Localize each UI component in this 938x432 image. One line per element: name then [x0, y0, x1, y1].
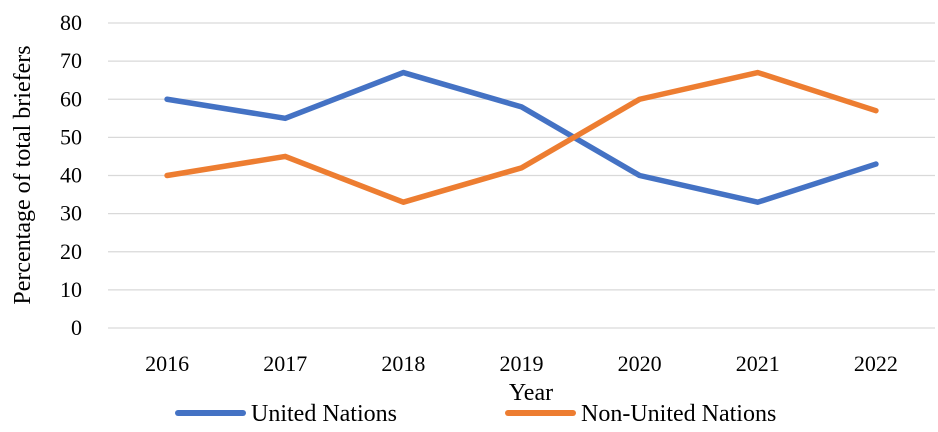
- x-axis-ticks: 2016 2017 2018 2019 2020 2021 2022: [145, 351, 898, 376]
- x-tick-label: 2017: [263, 351, 307, 376]
- y-axis-title: Percentage of total briefers: [10, 45, 36, 304]
- y-tick-label: 60: [60, 86, 82, 111]
- y-tick-label: 70: [60, 48, 82, 73]
- y-tick-label: 50: [60, 124, 82, 149]
- y-tick-label: 40: [60, 163, 82, 188]
- y-tick-label: 10: [60, 277, 82, 302]
- y-tick-label: 30: [60, 201, 82, 226]
- legend-label-non-united-nations: Non-United Nations: [581, 401, 776, 427]
- x-tick-label: 2016: [145, 351, 189, 376]
- x-tick-label: 2020: [618, 351, 662, 376]
- legend: United Nations Non-United Nations: [175, 401, 776, 427]
- y-tick-label: 20: [60, 239, 82, 264]
- series-line-non-united-nations: [164, 69, 879, 205]
- x-tick-label: 2022: [854, 351, 898, 376]
- x-tick-label: 2019: [500, 351, 544, 376]
- gridlines: [108, 22, 935, 329]
- y-tick-label: 80: [60, 10, 82, 35]
- x-tick-label: 2021: [736, 351, 780, 376]
- legend-label-united-nations: United Nations: [251, 401, 397, 427]
- x-axis-title: Year: [509, 380, 553, 406]
- y-tick-label: 0: [71, 315, 82, 340]
- y-axis-ticks: 0 10 20 30 40 50 60 70 80: [60, 10, 82, 340]
- series-lines: [164, 69, 879, 205]
- x-tick-label: 2018: [381, 351, 425, 376]
- series-line-united-nations: [164, 69, 879, 205]
